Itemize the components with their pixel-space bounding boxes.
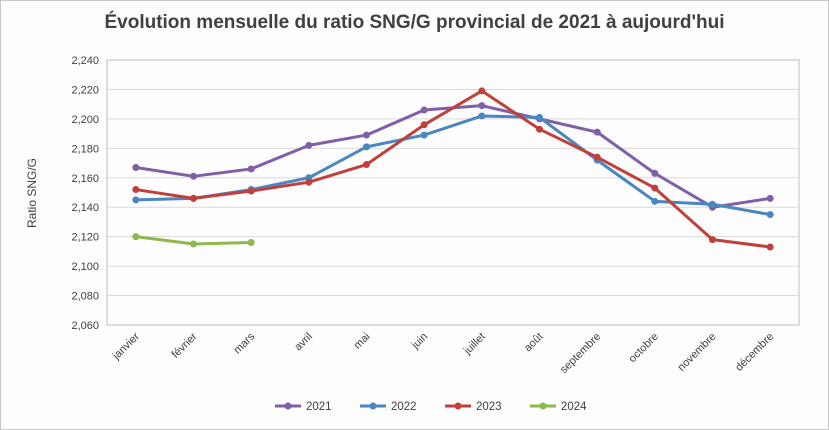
series-line-2023 (135, 89, 771, 249)
data-point-2023 (420, 121, 428, 129)
data-point-2023 (305, 178, 313, 186)
y-tick-label: 2,240 (71, 55, 99, 67)
y-tick-label: 2,140 (71, 202, 99, 214)
chart-title: Évolution mensuelle du ratio SNG/G provi… (104, 12, 725, 33)
y-tick-label: 2,120 (71, 232, 99, 244)
data-point-2024 (247, 239, 255, 247)
data-point-2023 (536, 125, 543, 133)
x-tick-label: septembre (558, 331, 603, 376)
data-point-2024 (132, 233, 140, 241)
data-point-2021 (593, 128, 601, 136)
data-point-2021 (651, 169, 659, 177)
data-point-2021 (478, 102, 486, 110)
legend-marker-2022 (369, 402, 377, 410)
x-tick-label: mai (352, 331, 373, 352)
data-point-2022 (536, 113, 543, 121)
series-line-2022 (135, 114, 771, 217)
data-point-2022 (478, 112, 486, 120)
x-tick-label: mars (232, 330, 258, 356)
x-tick-label: juin (409, 331, 430, 352)
y-tick-label: 2,220 (71, 84, 99, 96)
y-axis-ticks: 2,060 2,080 2,100 2,120 2,140 2,160 2,180 2,200… (71, 55, 99, 332)
legend-label-2023: 2023 (476, 401, 502, 413)
data-point-2021 (363, 131, 370, 139)
data-point-2022 (651, 197, 659, 205)
legend-label-2024: 2024 (561, 401, 587, 413)
series-lines (132, 87, 774, 251)
data-point-2021 (766, 194, 774, 202)
data-point-2022 (766, 211, 774, 219)
y-tick-label: 2,080 (71, 291, 99, 303)
y-axis-title: Ratio SNG/G (25, 158, 39, 228)
data-point-2021 (420, 106, 428, 114)
x-tick-label: février (170, 330, 200, 360)
y-tick-label: 2,100 (71, 261, 99, 273)
x-tick-label: août (522, 331, 546, 355)
data-point-2023 (190, 194, 197, 202)
y-tick-label: 2,160 (71, 173, 99, 185)
data-point-2022 (363, 143, 370, 151)
data-point-2023 (478, 87, 486, 95)
legend-label-2022: 2022 (391, 401, 417, 413)
data-point-2024 (190, 240, 197, 248)
data-point-2023 (651, 184, 659, 192)
y-tick-label: 2,180 (71, 143, 99, 155)
gridlines (107, 59, 799, 326)
y-tick-label: 2,200 (71, 114, 99, 126)
data-point-2023 (132, 186, 140, 194)
data-point-2023 (247, 187, 255, 195)
x-tick-label: octobre (627, 331, 661, 365)
legend-label-2021: 2021 (306, 401, 332, 413)
x-tick-label: décembre (733, 331, 776, 374)
x-tick-label: avril (292, 331, 315, 354)
data-point-2021 (132, 163, 140, 171)
data-point-2021 (305, 141, 313, 149)
legend: 2021 2022 2023 2024 (275, 401, 587, 413)
x-tick-label: janvier (110, 330, 142, 362)
x-tick-label: juillet (461, 331, 488, 358)
data-point-2021 (247, 165, 255, 173)
plot-area-border (106, 59, 800, 326)
x-axis-ticks: janvier février mars avril mai juin juillet aoû… (110, 330, 776, 376)
y-tick-label: 2,060 (71, 320, 99, 332)
legend-marker-2024 (539, 402, 547, 410)
legend-marker-2021 (284, 402, 292, 410)
legend-marker-2023 (454, 402, 462, 410)
data-point-2022 (420, 131, 428, 139)
data-point-2023 (593, 153, 601, 161)
data-point-2022 (709, 200, 716, 208)
data-point-2023 (363, 161, 370, 169)
x-tick-label: novembre (676, 331, 719, 374)
data-point-2021 (190, 172, 197, 180)
data-point-2023 (709, 236, 716, 244)
data-point-2022 (132, 196, 140, 204)
data-point-2023 (766, 243, 774, 251)
